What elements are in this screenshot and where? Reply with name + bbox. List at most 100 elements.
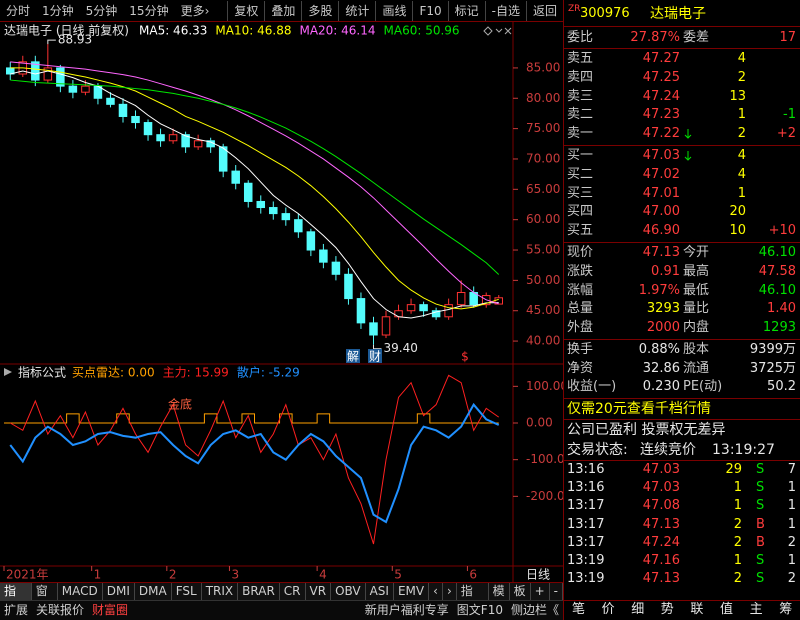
icon[interactable] <box>495 28 503 33</box>
quote-text: 委差 <box>683 30 710 45</box>
divider <box>563 339 800 340</box>
side-tab[interactable]: 笔 <box>572 602 586 617</box>
tab[interactable]: › <box>443 583 457 600</box>
tab[interactable]: - <box>550 583 563 600</box>
tab[interactable]: VR <box>306 583 332 600</box>
status-link[interactable]: 关联报价 <box>36 603 85 617</box>
candle-body <box>394 310 403 318</box>
status-link[interactable]: 新用户福利专享 <box>364 603 449 617</box>
candle-body <box>281 213 291 221</box>
candle-body <box>81 85 90 93</box>
y-tick-label: 40.00 <box>526 334 560 348</box>
side-tab[interactable]: 价 <box>601 602 615 617</box>
quote-text: 净资 <box>567 360 594 376</box>
high-pointer <box>47 39 56 45</box>
toolbar-button[interactable]: 画线 <box>375 0 412 21</box>
tab[interactable]: 指标B <box>457 583 489 600</box>
book-volume: 1 <box>737 185 746 201</box>
toolbar-button[interactable]: 更多› <box>180 3 210 18</box>
y-tick-label: 65.00 <box>526 182 560 196</box>
tab[interactable]: 指标A <box>0 583 32 600</box>
toolbar-button[interactable]: 1分钟 <box>42 3 74 18</box>
ma-line <box>10 79 500 275</box>
tab[interactable]: FSL <box>172 583 202 600</box>
toolbar-button[interactable]: F10 <box>412 0 447 21</box>
quote-text: 9399万 <box>749 342 796 357</box>
toolbar-button[interactable]: 多股 <box>301 0 338 21</box>
trade-side: B <box>756 534 765 550</box>
tab[interactable]: TRIX <box>202 583 239 600</box>
tab[interactable]: EMV <box>394 583 430 600</box>
status-link[interactable]: 侧边栏《 <box>510 603 559 617</box>
tab[interactable]: DMI <box>103 583 135 600</box>
quote-text: 13:19:27 <box>712 442 775 458</box>
quote-text: 涨幅 <box>567 282 594 298</box>
quote-text: 量比 <box>683 301 710 317</box>
candle-body <box>294 219 303 233</box>
candle-body <box>356 298 366 324</box>
stock-name: 达瑞电子 <box>650 6 706 22</box>
book-volume: 4 <box>737 148 746 163</box>
toolbar-button[interactable]: 标记 <box>447 0 485 21</box>
quote-text: 连续竞价 <box>640 442 696 458</box>
book-price: 47.27 <box>642 51 680 66</box>
toolbar-button[interactable]: 统计 <box>338 0 375 21</box>
icon[interactable] <box>4 368 12 376</box>
candle-body <box>156 134 165 142</box>
legend-entry: 主力: 15.99 <box>163 366 229 380</box>
toolbar-button[interactable]: -自选 <box>484 0 526 21</box>
tab[interactable]: CR <box>280 583 306 600</box>
candle-body <box>369 322 378 336</box>
tab[interactable]: ASI <box>366 583 394 600</box>
tab[interactable]: DMA <box>135 583 172 600</box>
side-tab[interactable]: 筹 <box>779 602 793 617</box>
legend-entry: 买点雷达: 0.00 <box>72 366 155 380</box>
trade-count: 1 <box>787 480 796 496</box>
toolbar-button[interactable]: 15分钟 <box>129 3 169 18</box>
side-tab[interactable]: 联 <box>690 602 704 617</box>
toolbar-button[interactable]: 返回 <box>525 0 563 21</box>
toolbar-button[interactable]: 5分钟 <box>85 3 118 18</box>
status-link[interactable]: 财富圈 <box>92 603 129 617</box>
tab[interactable]: 板 <box>510 583 531 600</box>
book-price: 46.90 <box>642 223 680 239</box>
trade-time: 13:17 <box>567 516 605 532</box>
tab[interactable]: OBV <box>331 583 366 600</box>
status-link[interactable]: 扩展 <box>4 603 29 617</box>
legend-entry: 散户: -5.29 <box>237 365 300 380</box>
toolbar-button[interactable]: 叠加 <box>264 0 301 21</box>
tab[interactable]: ‹ <box>429 583 443 600</box>
candle-body <box>306 231 316 251</box>
quote-text: 46.10 <box>758 282 796 298</box>
candle-body <box>344 273 353 300</box>
status-link[interactable]: 图文F10 <box>456 603 503 617</box>
side-tab[interactable]: 值 <box>720 602 734 617</box>
tab[interactable]: 模 <box>489 583 510 600</box>
x-tick-label: 4 <box>319 568 327 582</box>
candle-body <box>118 103 128 117</box>
toolbar-button[interactable]: 复权 <box>227 0 264 21</box>
quote-text: PE(动) <box>683 379 723 394</box>
trade-time: 13:17 <box>567 534 605 550</box>
candle-body <box>456 292 466 306</box>
side-tab[interactable]: 细 <box>631 602 645 617</box>
tab[interactable]: MACD <box>58 583 103 600</box>
book-change: -1 <box>783 107 796 123</box>
candle-body <box>256 200 266 209</box>
icon[interactable] <box>483 26 493 36</box>
candle-body <box>419 304 428 312</box>
side-tab[interactable]: 主 <box>749 602 763 617</box>
y-tick-label: 0.00 <box>526 416 553 430</box>
tab[interactable]: 窗口 <box>32 583 58 600</box>
side-tab[interactable]: 势 <box>660 602 674 617</box>
toolbar-button[interactable]: 分时 <box>6 3 31 18</box>
trade-volume: 2 <box>733 534 742 550</box>
down-arrow <box>684 151 692 161</box>
tab[interactable]: + <box>531 583 550 600</box>
icon[interactable] <box>504 27 512 35</box>
book-volume: 2 <box>737 69 746 85</box>
divider <box>563 48 800 49</box>
status-bar: 扩展 关联报价 财富圈 新用户福利专享 图文F10 侧边栏《 <box>0 600 563 620</box>
candle-body <box>68 85 78 93</box>
tab[interactable]: BRAR <box>238 583 280 600</box>
